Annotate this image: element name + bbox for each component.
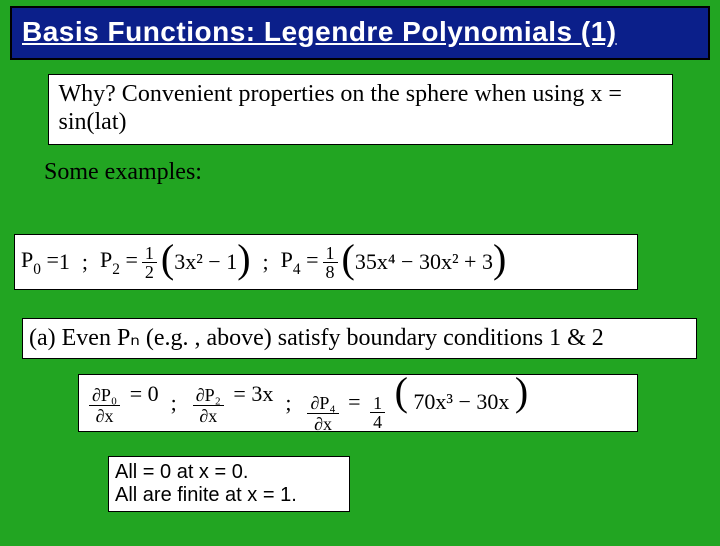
note-box: All = 0 at x = 0. All are finite at x = … <box>108 456 350 512</box>
dp4-terms: 70x³ − 30x <box>413 389 509 414</box>
rparen: ) <box>237 235 250 282</box>
sep: ; <box>263 249 269 275</box>
p2-terms: 3x² − 1 <box>174 249 237 275</box>
dp0-rhs: 0 <box>148 381 159 406</box>
p4-eq: P4 = 1 8 ( 35x⁴ − 30x² + 3 ) <box>281 239 507 286</box>
dp4-eq: ∂P₄ ∂x = 1 4 ( 70x³ − 30x ) <box>303 372 528 434</box>
lparen: ( <box>395 369 408 414</box>
lparen: ( <box>342 235 355 282</box>
eq-sign: = <box>233 381 251 406</box>
rparen: ) <box>515 369 528 414</box>
lparen: ( <box>161 235 174 282</box>
dp4-frac: ∂P₄ ∂x <box>307 393 338 434</box>
sep: ; <box>82 249 88 275</box>
sep: ; <box>285 390 291 416</box>
title-box: Basis Functions: Legendre Polynomials (1… <box>10 6 710 60</box>
p2-coef: 1 2 <box>142 244 157 281</box>
legendre-polynomials-eq: P0 = 1 ; P2 = 1 2 ( 3x² − 1 ) ; P4 = 1 8… <box>14 234 638 290</box>
p0-lhs: P0 = <box>21 247 59 277</box>
p4-terms: 35x⁴ − 30x² + 3 <box>355 249 493 275</box>
note-line-2: All are finite at x = 1. <box>115 484 343 507</box>
note-line-1: All = 0 at x = 0. <box>115 461 343 484</box>
eq-sign: = <box>348 389 366 414</box>
p2-lhs: P2 = <box>100 247 138 277</box>
rparen: ) <box>493 235 506 282</box>
p0-rhs: 1 <box>59 249 70 275</box>
dp2-eq: ∂P₂ ∂x = 3x <box>189 381 274 426</box>
p4-lhs: P4 = <box>281 247 319 277</box>
dp2-frac: ∂P₂ ∂x <box>193 385 224 426</box>
dp4-coef: 1 4 <box>370 394 385 431</box>
p0-eq: P0 = 1 <box>21 247 70 277</box>
why-box: Why? Convenient properties on the sphere… <box>48 74 673 145</box>
p4-coef: 1 8 <box>323 244 338 281</box>
eq-sign: = <box>130 381 148 406</box>
slide-title: Basis Functions: Legendre Polynomials (1… <box>22 16 698 48</box>
condition-a-text: (a) Even Pₙ (e.g. , above) satisfy bound… <box>29 323 690 352</box>
examples-label: Some examples: <box>44 159 720 186</box>
p2-eq: P2 = 1 2 ( 3x² − 1 ) <box>100 239 251 286</box>
dp0-eq: ∂P₀ ∂x = 0 <box>85 381 159 426</box>
why-text: Why? Convenient properties on the sphere… <box>59 81 662 136</box>
sep: ; <box>171 390 177 416</box>
dp0-frac: ∂P₀ ∂x <box>89 385 120 426</box>
condition-a-box: (a) Even Pₙ (e.g. , above) satisfy bound… <box>22 318 697 359</box>
dp2-rhs: 3x <box>251 381 273 406</box>
legendre-derivatives-eq: ∂P₀ ∂x = 0 ; ∂P₂ ∂x = 3x ; ∂P₄ ∂x = 1 4 … <box>78 374 638 432</box>
